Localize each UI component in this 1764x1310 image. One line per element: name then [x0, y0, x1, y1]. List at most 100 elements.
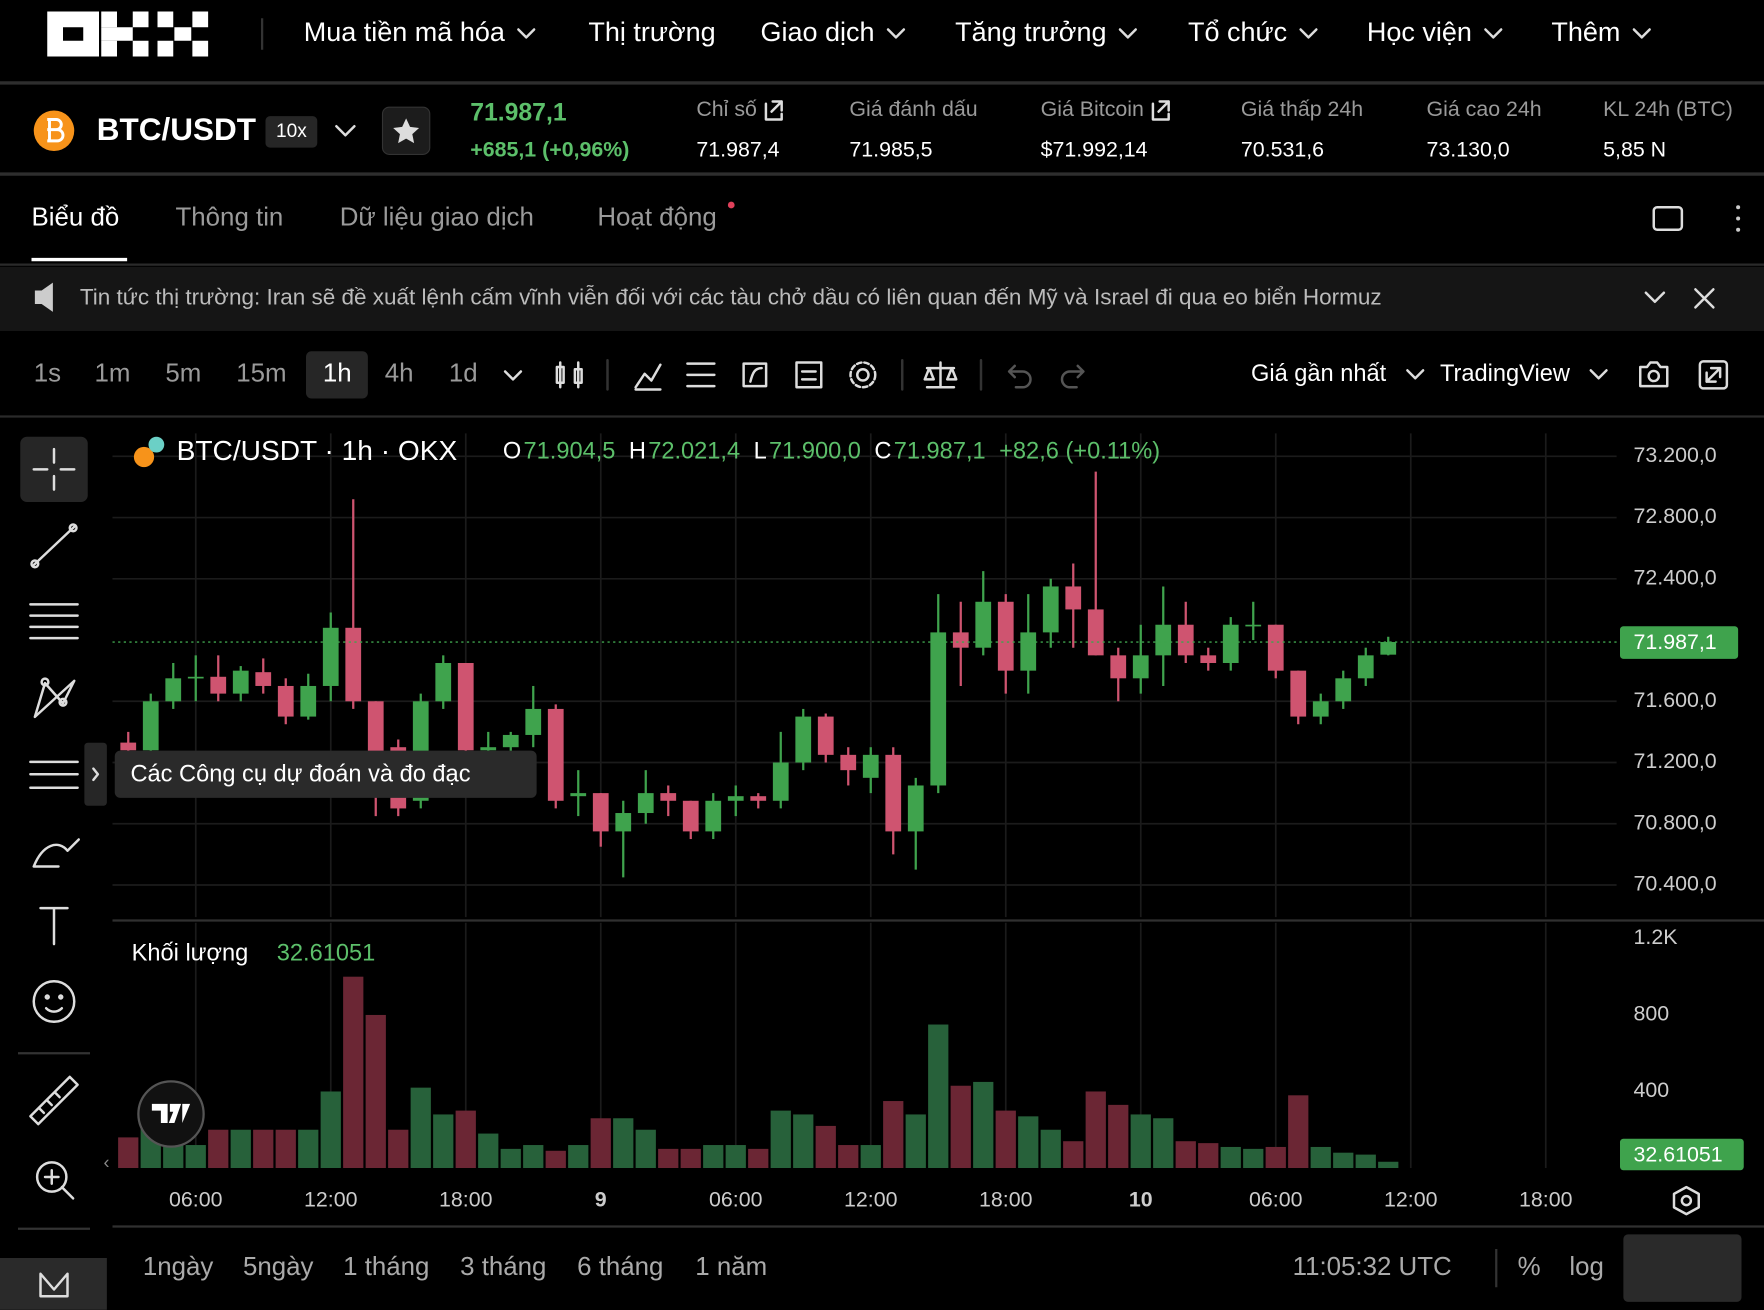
range[interactable]: 1ngày — [143, 1253, 214, 1281]
tab[interactable]: Thông tin — [176, 203, 284, 231]
axis-settings[interactable] — [1672, 1185, 1700, 1216]
drawing-tools-part[interactable] — [29, 1075, 79, 1126]
tab[interactable]: Hoạt động — [597, 203, 716, 231]
nav-item[interactable]: Thêm — [1551, 17, 1620, 47]
range[interactable]: 6 tháng — [577, 1253, 663, 1281]
chevron[interactable] — [1484, 28, 1503, 39]
scroll-left[interactable]: ‹ — [104, 1152, 110, 1172]
drawing-tools-part[interactable] — [35, 1161, 68, 1193]
interval[interactable]: 1s — [34, 360, 61, 388]
okx-logo-part[interactable] — [101, 40, 117, 57]
drawing-tools-part[interactable] — [33, 679, 76, 719]
okx-logo-part[interactable] — [192, 11, 209, 28]
tradingview-logo[interactable] — [137, 1080, 205, 1148]
drawing-tools-part[interactable] — [29, 760, 79, 789]
toolbar-icons-part[interactable] — [923, 361, 958, 389]
tools-footer[interactable] — [0, 1258, 107, 1310]
okx-logo-part[interactable] — [174, 27, 192, 41]
layout-icon[interactable] — [1652, 206, 1684, 231]
menu-icon-part[interactable] — [1736, 216, 1741, 221]
okx-logo-part[interactable] — [132, 40, 149, 57]
nav-item[interactable]: Thị trường — [588, 17, 715, 47]
menu-icon-part[interactable] — [1736, 205, 1741, 210]
drawing-tools-part[interactable] — [32, 447, 76, 491]
okx-logo-part[interactable] — [101, 11, 117, 28]
interval[interactable]: 5m — [165, 360, 201, 388]
axis-settings-part[interactable] — [1672, 1185, 1700, 1216]
nav-item[interactable]: Học viện — [1367, 17, 1472, 47]
chevron[interactable] — [1299, 28, 1318, 39]
percent-toggle[interactable]: % — [1518, 1253, 1541, 1281]
toolbar-icons[interactable] — [555, 359, 1085, 391]
nav-item[interactable]: Tổ chức — [1188, 17, 1287, 47]
price-type[interactable]: Giá gần nhất — [1251, 361, 1387, 387]
drawing-tools-part[interactable] — [32, 525, 76, 567]
okx-logo-part[interactable] — [101, 27, 117, 41]
chevron[interactable] — [503, 370, 523, 381]
drawing-tools-part[interactable] — [68, 523, 78, 533]
tools-footer-icon[interactable] — [39, 1272, 69, 1298]
range[interactable]: 5ngày — [243, 1253, 314, 1281]
chevron[interactable] — [1589, 369, 1608, 380]
screenshot-icon-part[interactable] — [1647, 369, 1661, 383]
fullscreen-icon[interactable] — [1698, 360, 1729, 390]
toolbar-icons-part[interactable] — [795, 361, 823, 389]
okx-logo-part[interactable] — [157, 11, 174, 28]
chevron[interactable] — [886, 28, 906, 39]
drawing-tools-part[interactable] — [43, 1169, 75, 1200]
chart-source[interactable]: TradingView — [1440, 361, 1571, 387]
drawing-tools-part[interactable] — [58, 697, 68, 707]
toolbar-icons-part[interactable] — [742, 362, 768, 388]
tab[interactable]: Biểu đồ — [32, 203, 120, 231]
leverage-badge[interactable] — [265, 116, 318, 148]
drawing-tools-part[interactable] — [39, 906, 69, 946]
chevron[interactable] — [1632, 28, 1651, 39]
range[interactable]: 3 tháng — [460, 1253, 546, 1281]
fullscreen-icon-part[interactable] — [1698, 360, 1729, 390]
okx-logo-part[interactable] — [132, 11, 149, 28]
interval[interactable]: 1d — [449, 360, 478, 388]
chevron[interactable] — [1118, 28, 1137, 39]
okx-logo[interactable] — [47, 11, 209, 57]
drawing-tools-part[interactable] — [40, 677, 50, 687]
menu-icon[interactable] — [1736, 205, 1741, 232]
fullscreen-icon-part[interactable] — [1705, 366, 1722, 383]
toolbar-icons-part[interactable] — [856, 368, 870, 382]
tool-expander[interactable] — [84, 742, 107, 806]
menu-icon-part[interactable] — [1736, 227, 1741, 232]
toolbar-icons-part[interactable] — [686, 362, 716, 388]
chevron[interactable] — [517, 28, 536, 39]
stat-label[interactable]: Chỉ số — [696, 97, 757, 121]
expand-news[interactable] — [1644, 291, 1666, 303]
nav-item[interactable]: Mua tiền mã hóa — [304, 17, 506, 47]
drawing-tools-part[interactable] — [29, 603, 79, 640]
drawing-tools-part[interactable] — [32, 838, 80, 868]
tab[interactable]: Dữ liệu giao dịch — [340, 203, 534, 231]
toolbar-icons-part[interactable] — [634, 363, 662, 391]
drawing-tools-part[interactable] — [44, 1007, 64, 1013]
toolbar-icons-part[interactable] — [555, 361, 583, 389]
close-news[interactable] — [1694, 288, 1715, 309]
okx-logo-part[interactable] — [47, 11, 99, 57]
log-toggle[interactable]: log — [1569, 1253, 1604, 1281]
toolbar-icons-part[interactable] — [849, 361, 877, 389]
interval[interactable]: 1h — [323, 360, 352, 388]
range[interactable]: 1 năm — [695, 1253, 767, 1281]
range[interactable]: 1 tháng — [343, 1253, 429, 1281]
toolbar-icons-part[interactable] — [1060, 364, 1085, 389]
nav-item[interactable]: Giao dịch — [761, 17, 875, 47]
external-link-icon[interactable] — [764, 100, 783, 121]
okx-logo-part[interactable] — [157, 40, 174, 57]
nav-item[interactable]: Tăng trưởng — [955, 17, 1106, 47]
screenshot-icon[interactable] — [1639, 361, 1669, 388]
stat-label[interactable]: Giá Bitcoin — [1041, 97, 1144, 121]
pair[interactable]: BTC/USDT — [97, 111, 256, 147]
toolbar-icons-part[interactable] — [1007, 364, 1032, 389]
drawing-tools[interactable] — [29, 447, 80, 1200]
drawing-tools-part[interactable] — [30, 559, 40, 569]
drawing-tools-part[interactable] — [44, 994, 50, 1000]
news-text[interactable]: Tin tức thị trường: Iran sẽ đề xuất lệnh… — [80, 284, 1382, 309]
interval[interactable]: 1m — [95, 360, 131, 388]
screenshot-icon-part[interactable] — [1639, 361, 1669, 388]
drawing-tools-part[interactable] — [32, 980, 76, 1023]
